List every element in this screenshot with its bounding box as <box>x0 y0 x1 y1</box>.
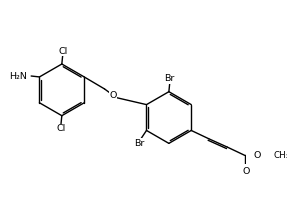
Text: CH₃: CH₃ <box>274 151 287 160</box>
Text: O: O <box>254 151 261 160</box>
Text: Cl: Cl <box>58 47 67 56</box>
Text: Br: Br <box>165 74 175 83</box>
Text: Cl: Cl <box>56 124 65 133</box>
Text: H₂N: H₂N <box>9 72 28 81</box>
Text: O: O <box>242 167 249 176</box>
Text: Br: Br <box>134 139 144 148</box>
Text: O: O <box>109 91 117 100</box>
